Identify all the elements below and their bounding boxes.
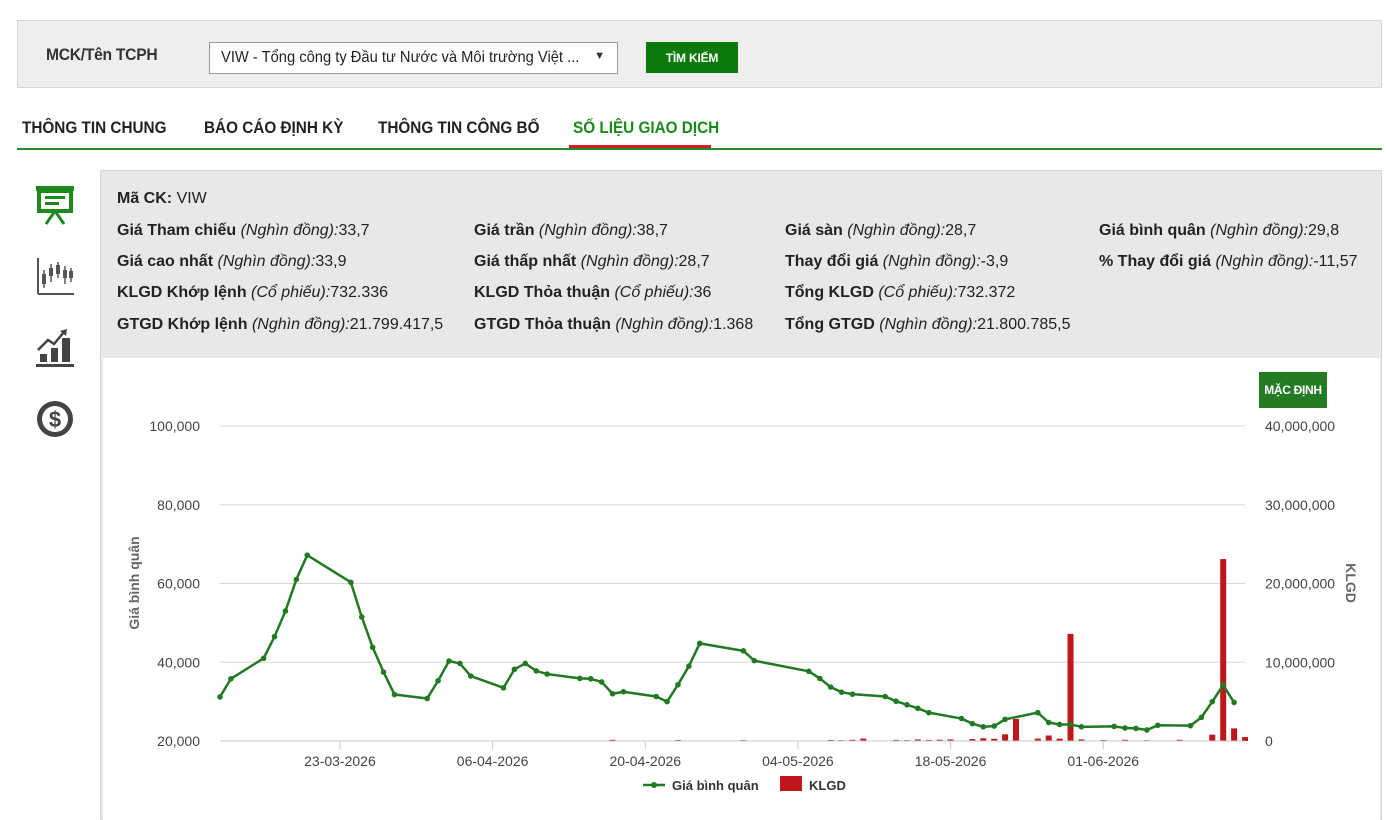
info-value: 21.800.785,5 (977, 316, 1071, 333)
info-label: KLGD Thỏa thuận (474, 284, 610, 301)
stock-code-label: MCK/Tên TCPH (46, 45, 158, 64)
info-label: GTGD Thỏa thuận (474, 316, 611, 333)
search-button[interactable]: TÌM KIẾM (646, 42, 738, 73)
info-unit: (Nghìn đồng): (251, 316, 350, 333)
tab-bar: THÔNG TIN CHUNG BÁO CÁO ĐỊNH KỲ THÔNG TI… (17, 108, 1382, 150)
matched-volume: KLGD Khớp lệnh (Cổ phiếu):732.336 (117, 284, 388, 302)
matched-value: GTGD Khớp lệnh (Nghìn đồng):21.799.417,5 (117, 316, 443, 334)
info-label: GTGD Khớp lệnh (117, 316, 248, 333)
info-unit: (Nghìn đồng): (1215, 253, 1314, 270)
chart-container (103, 358, 1380, 820)
info-value: 732.372 (957, 284, 1016, 301)
tab-periodic-reports[interactable]: BÁO CÁO ĐỊNH KỲ (204, 118, 344, 137)
info-unit: (Nghìn đồng): (879, 316, 978, 333)
tab-general-info[interactable]: THÔNG TIN CHUNG (22, 118, 167, 137)
total-value: Tổng GTGD (Nghìn đồng):21.800.785,5 (785, 316, 1070, 334)
info-value: 33,7 (338, 222, 370, 239)
stock-select[interactable]: VIW - Tổng công ty Đầu tư Nước và Môi tr… (209, 42, 618, 74)
info-unit: (Nghìn đồng): (240, 222, 339, 239)
price-change-percent: % Thay đổi giá (Nghìn đồng):-11,57 (1099, 253, 1358, 271)
tab-disclosures[interactable]: THÔNG TIN CÔNG BỐ (378, 118, 540, 137)
info-value: 732.336 (330, 284, 389, 301)
reset-chart-button[interactable]: MẶC ĐỊNH (1259, 372, 1327, 408)
info-value: 29,8 (1307, 222, 1340, 239)
floor-price: Giá sàn (Nghìn đồng):28,7 (785, 222, 976, 240)
dropdown-arrow-icon: ▼ (594, 50, 605, 62)
low-price: Giá thấp nhất (Nghìn đồng):28,7 (474, 253, 710, 271)
negotiated-volume: KLGD Thỏa thuận (Cổ phiếu):36 (474, 284, 711, 302)
info-unit: (Nghìn đồng): (538, 222, 637, 239)
info-value: -11,57 (1313, 253, 1358, 270)
info-unit: (Cổ phiếu): (878, 284, 958, 301)
info-label: % Thay đổi giá (1099, 253, 1212, 270)
candlestick-chart-icon[interactable] (34, 256, 76, 298)
info-label: Giá Tham chiếu (117, 222, 237, 239)
info-value: -3,9 (980, 253, 1009, 270)
price-change: Thay đổi giá (Nghìn đồng):-3,9 (785, 253, 1008, 271)
high-price: Giá cao nhất (Nghìn đồng):33,9 (117, 253, 346, 271)
info-label: Tổng KLGD (785, 284, 874, 301)
info-label: Mã CK: (117, 190, 173, 207)
info-label: Tổng GTGD (785, 316, 875, 333)
total-volume: Tổng KLGD (Cổ phiếu):732.372 (785, 284, 1015, 302)
bar-growth-chart-icon[interactable] (34, 326, 76, 368)
info-label: Thay đổi giá (785, 253, 879, 270)
stock-code-info: Mã CK: VIW (117, 190, 207, 208)
ceiling-price: Giá trần (Nghìn đồng):38,7 (474, 222, 668, 240)
info-label: Giá cao nhất (117, 253, 214, 270)
stock-select-value: VIW - Tổng công ty Đầu tư Nước và Môi tr… (221, 49, 580, 66)
info-label: Giá bình quân (1099, 222, 1206, 239)
info-value: 21.799.417,5 (349, 316, 444, 333)
info-unit: (Nghìn đồng): (1210, 222, 1308, 239)
info-unit: (Nghìn đồng): (580, 253, 679, 270)
info-value: 36 (693, 284, 712, 301)
info-value: 38,7 (636, 222, 668, 239)
info-value: VIW (176, 190, 207, 207)
info-label: Giá trần (474, 222, 535, 239)
info-unit: (Cổ phiếu): (614, 284, 694, 301)
ref-price: Giá Tham chiếu (Nghìn đồng):33,7 (117, 222, 370, 240)
info-unit: (Cổ phiếu): (251, 284, 331, 301)
negotiated-value: GTGD Thỏa thuận (Nghìn đồng):1.368 (474, 316, 753, 334)
svg-text:$: $ (49, 407, 61, 432)
info-label: KLGD Khớp lệnh (117, 284, 247, 301)
dollar-coin-icon[interactable]: $ (34, 398, 76, 440)
info-unit: (Nghìn đồng): (882, 253, 981, 270)
info-label: Giá sàn (785, 222, 843, 239)
info-unit: (Nghìn đồng): (615, 316, 714, 333)
info-label: Giá thấp nhất (474, 253, 577, 270)
info-value: 28,7 (945, 222, 977, 239)
info-value: 28,7 (678, 253, 710, 270)
avg-price: Giá bình quân (Nghìn đồng):29,8 (1099, 222, 1339, 240)
search-bar: MCK/Tên TCPH VIW - Tổng công ty Đầu tư N… (17, 20, 1382, 88)
presentation-board-icon[interactable] (34, 184, 76, 226)
info-unit: (Nghìn đồng): (217, 253, 316, 270)
info-value: 33,9 (315, 253, 347, 270)
info-value: 1.368 (713, 316, 754, 333)
info-unit: (Nghìn đồng): (847, 222, 946, 239)
active-tab-indicator (569, 145, 711, 148)
tab-trading-data[interactable]: SỐ LIỆU GIAO DỊCH (573, 118, 720, 137)
